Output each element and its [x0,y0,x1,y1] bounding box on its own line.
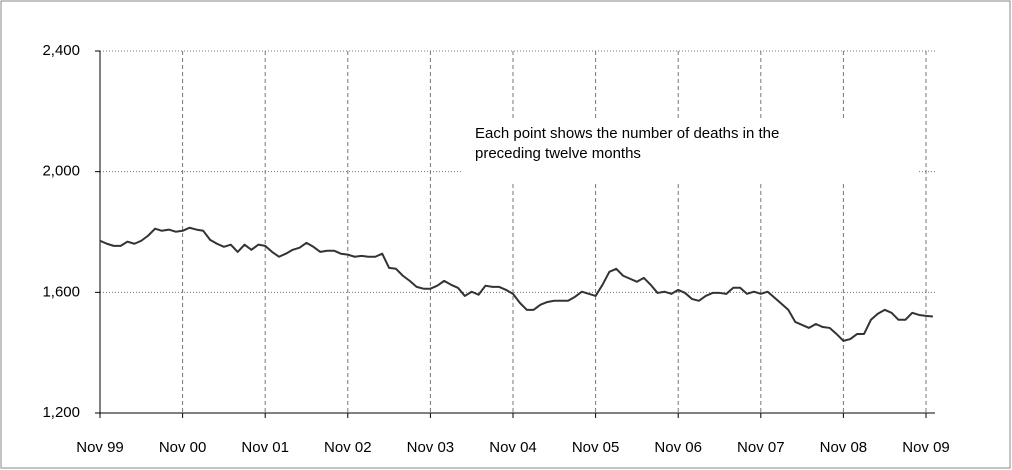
annotation-box [462,118,918,184]
x-tick-label: Nov 09 [902,439,950,456]
y-tick-label: 2,400 [42,42,80,59]
x-tick-label: Nov 04 [489,439,537,456]
x-tick-label: Nov 02 [324,439,372,456]
annotation: preceding twelve months [475,145,641,162]
y-tick-label: 2,000 [42,163,80,180]
x-tick-label: Nov 00 [159,439,207,456]
annotation: Each point shows the number of deaths in… [475,125,779,142]
x-tick-label: Nov 05 [572,439,620,456]
data-line [99,226,933,342]
y-tick-label: 1,200 [42,404,80,421]
x-tick-label: Nov 01 [241,439,289,456]
x-tick-label: Nov 99 [76,439,124,456]
x-tick-label: Nov 03 [407,439,455,456]
x-tick-label: Nov 07 [737,439,785,456]
y-tick-label: 1,600 [42,283,80,300]
x-tick-label: Nov 06 [654,439,702,456]
x-tick-label: Nov 08 [820,439,868,456]
